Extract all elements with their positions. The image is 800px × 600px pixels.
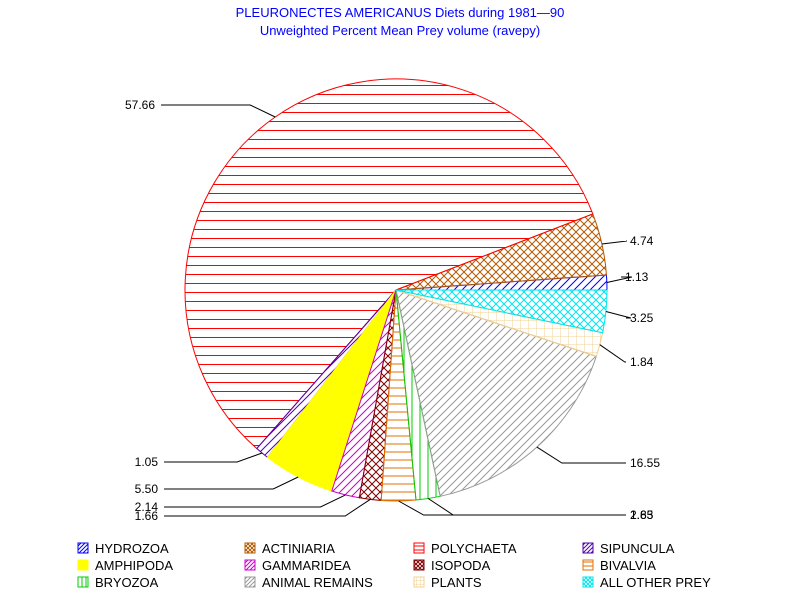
slice-label-all-other-prey: 3.25 xyxy=(630,311,654,325)
legend-label-isopoda: ISOPODA xyxy=(431,558,491,573)
legend-swatch-gammaridea xyxy=(244,559,256,571)
leader-line-all-other-prey xyxy=(605,311,632,319)
legend-item-animal-remains: ANIMAL REMAINS xyxy=(244,575,373,590)
legend-label-gammaridea: GAMMARIDEA xyxy=(262,558,351,573)
slice-polychaeta xyxy=(184,78,594,450)
slice-label-amphipoda: 5.50 xyxy=(135,482,159,496)
legend-label-bryozoa: BRYOZOA xyxy=(95,575,159,590)
slice-label-gammaridea: 2.14 xyxy=(135,500,159,514)
slice-label-plants: 1.84 xyxy=(630,355,654,369)
legend-item-isopoda: ISOPODA xyxy=(413,558,491,573)
legend-label-sipuncula: SIPUNCULA xyxy=(600,541,675,556)
legend-item-sipuncula: SIPUNCULA xyxy=(582,541,675,556)
slice-label-animal-remains: 16.55 xyxy=(630,456,660,470)
slice-label-hydrozoa: 1.13 xyxy=(625,270,649,284)
legend-swatch-bivalvia xyxy=(582,559,594,571)
legend-item-bivalvia: BIVALVIA xyxy=(582,558,656,573)
legend-swatch-amphipoda xyxy=(77,559,89,571)
legend-swatch-polychaeta xyxy=(413,542,425,554)
leader-line-hydrozoa xyxy=(606,276,633,283)
slice-label-isopoda: 1.66 xyxy=(135,509,159,523)
legend-label-bivalvia: BIVALVIA xyxy=(600,558,656,573)
legend-label-amphipoda: AMPHIPODA xyxy=(95,558,173,573)
leader-line-bryozoa xyxy=(427,498,626,516)
slice-label-bryozoa: 1.85 xyxy=(630,508,654,522)
legend-item-amphipoda: AMPHIPODA xyxy=(77,558,173,573)
legend-item-polychaeta: POLYCHAETA xyxy=(413,541,517,556)
legend-swatch-all-other-prey xyxy=(582,576,594,588)
legend-label-hydrozoa: HYDROZOA xyxy=(95,541,169,556)
legend-swatch-bryozoa xyxy=(77,576,89,588)
legend-label-polychaeta: POLYCHAETA xyxy=(431,541,517,556)
slice-animal-remains xyxy=(395,289,597,497)
legend-label-all-other-prey: ALL OTHER PREY xyxy=(600,575,711,590)
leader-line-bivalvia xyxy=(398,500,626,516)
legend-item-plants: PLANTS xyxy=(413,575,482,590)
leader-line-amphipoda xyxy=(164,476,299,490)
legend-item-hydrozoa: HYDROZOA xyxy=(77,541,169,556)
leader-line-isopoda xyxy=(164,498,371,517)
slice-label-sipuncula: 1.05 xyxy=(135,455,159,469)
legend-swatch-isopoda xyxy=(413,559,425,571)
slice-label-polychaeta: 57.66 xyxy=(125,98,155,112)
legend-item-gammaridea: GAMMARIDEA xyxy=(244,558,351,573)
chart-subtitle: Unweighted Percent Mean Prey volume (rav… xyxy=(260,23,540,38)
leader-line-sipuncula xyxy=(164,452,263,463)
leader-line-gammaridea xyxy=(164,494,346,508)
leader-line-animal-remains xyxy=(536,446,626,464)
legend-swatch-sipuncula xyxy=(582,542,594,554)
legend-item-bryozoa: BRYOZOA xyxy=(77,575,159,590)
legend-label-animal-remains: ANIMAL REMAINS xyxy=(262,575,373,590)
slice-label-actiniaria: 4.74 xyxy=(630,234,654,248)
legend-item-actiniaria: ACTINIARIA xyxy=(244,541,335,556)
legend-swatch-animal-remains xyxy=(244,576,256,588)
legend-swatch-actiniaria xyxy=(244,542,256,554)
pie-slices xyxy=(184,78,608,502)
legend-swatch-hydrozoa xyxy=(77,542,89,554)
legend-label-actiniaria: ACTINIARIA xyxy=(262,541,335,556)
leader-line-polychaeta xyxy=(161,104,276,118)
leader-line-plants xyxy=(599,344,626,363)
leader-line-actiniaria xyxy=(601,240,627,245)
legend-label-plants: PLANTS xyxy=(431,575,482,590)
chart-title: PLEURONECTES AMERICANUS Diets during 198… xyxy=(236,5,565,20)
legend-swatch-plants xyxy=(413,576,425,588)
slice-labels: 1.13 4.74 57.66 1.05 5.50 2.141.66 2.631.85 16.… xyxy=(125,98,660,523)
legend-item-all-other-prey: ALL OTHER PREY xyxy=(582,575,711,590)
legend: HYDROZOA ACTINIARIA POLYCHAETA SIPUNCULA AMP… xyxy=(77,541,711,590)
slice-label-bivalvia: 2.63 xyxy=(630,508,654,522)
